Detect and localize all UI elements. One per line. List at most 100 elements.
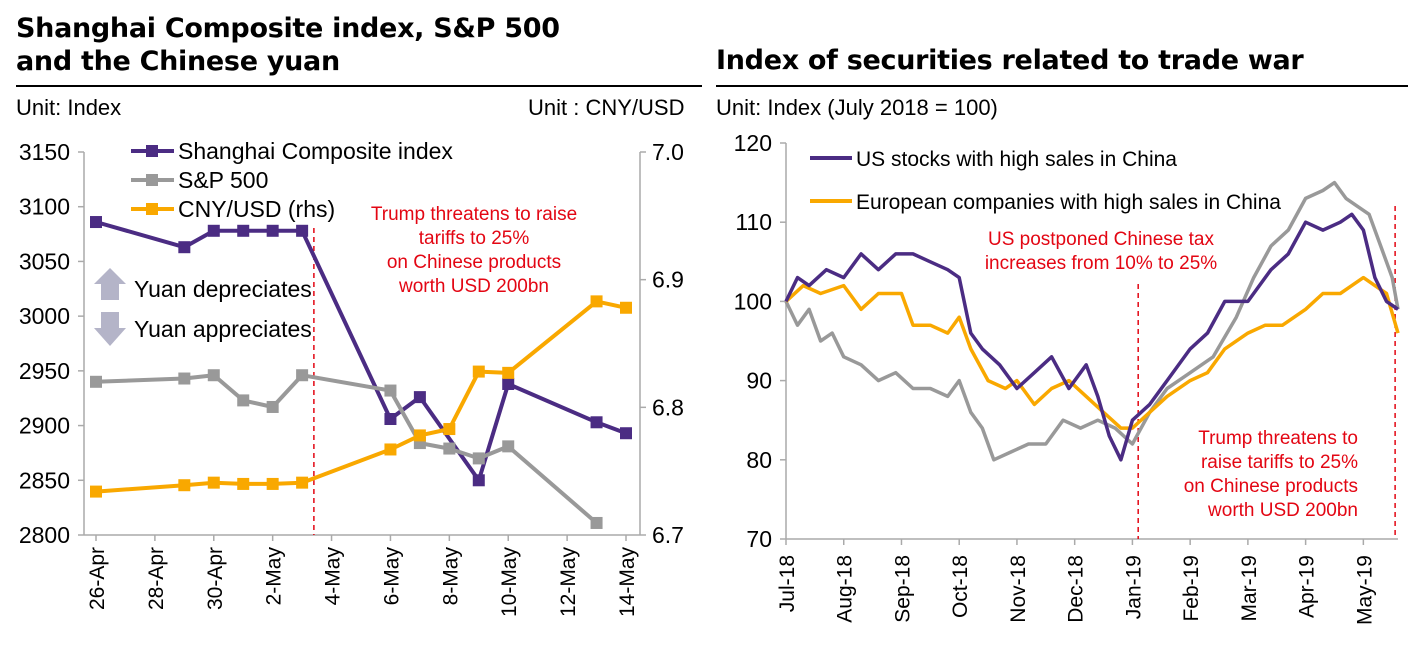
y-tick-label: 2800 [19, 522, 70, 548]
left-chart: 2800 2850 2900 2950 3000 3050 3100 3150 6.7 6.8 6.… [19, 138, 684, 618]
cny-series-point [178, 479, 191, 492]
x-tick-label: Mar-19 [1238, 555, 1261, 622]
y2-tick-label: 7.0 [652, 139, 684, 165]
y2-tick-label: 6.7 [652, 522, 684, 548]
y-tick-label: 110 [735, 209, 772, 235]
y-tick-label: 90 [746, 368, 772, 394]
cny-series-point [207, 476, 220, 489]
shanghai-series-point [472, 474, 485, 487]
shanghai-series-point [266, 224, 279, 237]
cny-series-point [90, 485, 102, 498]
x-tick-label: Nov-18 [1007, 555, 1030, 623]
legend-label: European companies with high sales in Ch… [856, 191, 1281, 214]
legend-label: US stocks with high sales in China [856, 148, 1177, 171]
european-companies-series-line [784, 275, 1400, 430]
x-tick-label: 26-Apr [86, 547, 109, 610]
cny-series-point [237, 477, 250, 490]
annotation-text: on Chinese products [387, 252, 561, 273]
annotation-bottom-text: worth USD 200bn [1207, 500, 1358, 521]
x-tick-label: Jul-18 [776, 555, 799, 612]
annotation-text: worth USD 200bn [398, 276, 549, 297]
shanghai-series-point [90, 216, 102, 229]
x-tick-label: 30-Apr [204, 547, 227, 610]
y-tick-label: 100 [734, 288, 772, 314]
legend-label: CNY/USD (rhs) [178, 196, 335, 222]
cny-series-point [620, 301, 632, 314]
shanghai-series-point [620, 427, 632, 440]
arrow-up-label: Yuan depreciates [134, 276, 312, 302]
y-tick-label: 3150 [19, 139, 70, 165]
sp500-series-point [502, 440, 515, 453]
y-tick-label: 3000 [19, 303, 70, 329]
x-tick-label: Feb-19 [1180, 555, 1203, 622]
sp500-series-point [266, 400, 279, 413]
sp500-series-point [207, 369, 220, 382]
right-chart-panel: Index of securities related to trade war… [706, 0, 1412, 647]
gray-series-line [784, 180, 1400, 462]
x-tick-label: Oct-18 [949, 555, 972, 618]
x-tick-label: 28-Apr [145, 547, 168, 610]
right-chart-unit-label: Unit: Index (July 2018 = 100) [716, 95, 998, 120]
cny-series-point [266, 477, 279, 490]
annotation-top-text: increases from 10% to 25% [985, 253, 1217, 274]
annotation-top-text: US postponed Chinese tax [988, 229, 1215, 250]
cny-series-point [443, 423, 456, 436]
right-unit-label: Unit : CNY/USD [528, 95, 685, 120]
right-title-rule [716, 85, 1408, 87]
shanghai-series-point [296, 224, 309, 237]
right-chart-title: Index of securities related to trade war [716, 45, 1304, 76]
y-tick-label: 2900 [19, 413, 70, 439]
legend-swatch-marker [146, 174, 158, 186]
cny-series-point [590, 295, 603, 308]
sp500-series-point [178, 372, 191, 385]
cny-series-point [296, 476, 309, 489]
y-tick-label: 2850 [19, 467, 70, 493]
sp500-series-point [472, 452, 485, 465]
left-unit-label: Unit: Index [16, 95, 122, 120]
x-tick-label: 2-May [263, 547, 286, 606]
annotation-bottom-text: raise tariffs to 25% [1201, 452, 1358, 473]
cny-series-point [413, 429, 426, 442]
x-tick-label: May-19 [1353, 555, 1376, 625]
x-tick-label: 10-May [498, 547, 521, 618]
x-tick-label: Apr-19 [1296, 555, 1319, 618]
shanghai-series-point [237, 224, 250, 237]
x-tick-label: 12-May [557, 547, 580, 618]
cny-series-point [502, 366, 515, 379]
sp500-series-point [443, 442, 456, 455]
annotation-text: Trump threatens to raise [371, 204, 577, 225]
x-tick-label: 4-May [322, 547, 345, 606]
y2-tick-label: 6.8 [652, 394, 684, 420]
y-tick-label: 3100 [19, 194, 70, 220]
us-stocks-series-line [784, 212, 1399, 462]
left-title-rule [16, 85, 702, 87]
y-tick-label: 2950 [19, 358, 70, 384]
shanghai-series-point [413, 391, 426, 404]
y2-tick-label: 6.9 [652, 267, 684, 293]
arrow-up-icon [94, 268, 126, 300]
y-tick-label: 120 [734, 130, 772, 156]
legend-swatch-marker [146, 145, 158, 157]
sp500-series-point [90, 375, 102, 388]
right-chart: 70 80 90 100 110 120 Jul-18 Aug-18 Sep-18 Oct-18 N… [734, 130, 1400, 625]
x-tick-label: 8-May [439, 547, 462, 606]
y-tick-label: 3050 [19, 248, 70, 274]
arrow-down-label: Yuan appreciates [134, 316, 312, 342]
x-tick-label: Sep-18 [891, 555, 914, 623]
sp500-series-point [590, 516, 603, 529]
x-tick-label: 14-May [616, 547, 639, 618]
annotation-bottom-text: on Chinese products [1184, 476, 1358, 497]
legend-label: S&P 500 [178, 167, 268, 193]
legend-label: Shanghai Composite index [178, 138, 453, 164]
arrow-down-icon [94, 312, 126, 346]
shanghai-series-point [207, 224, 220, 237]
cny-series-point [384, 443, 397, 456]
x-tick-label: Aug-18 [834, 555, 857, 623]
x-tick-label: 6-May [380, 547, 403, 606]
legend-swatch-marker [146, 203, 158, 215]
annotation-text: tariffs to 25% [419, 228, 530, 249]
y-tick-label: 80 [746, 447, 772, 473]
sp500-series-line [95, 373, 598, 525]
x-tick-label: Jan-19 [1122, 555, 1145, 619]
shanghai-series-point [178, 241, 191, 254]
